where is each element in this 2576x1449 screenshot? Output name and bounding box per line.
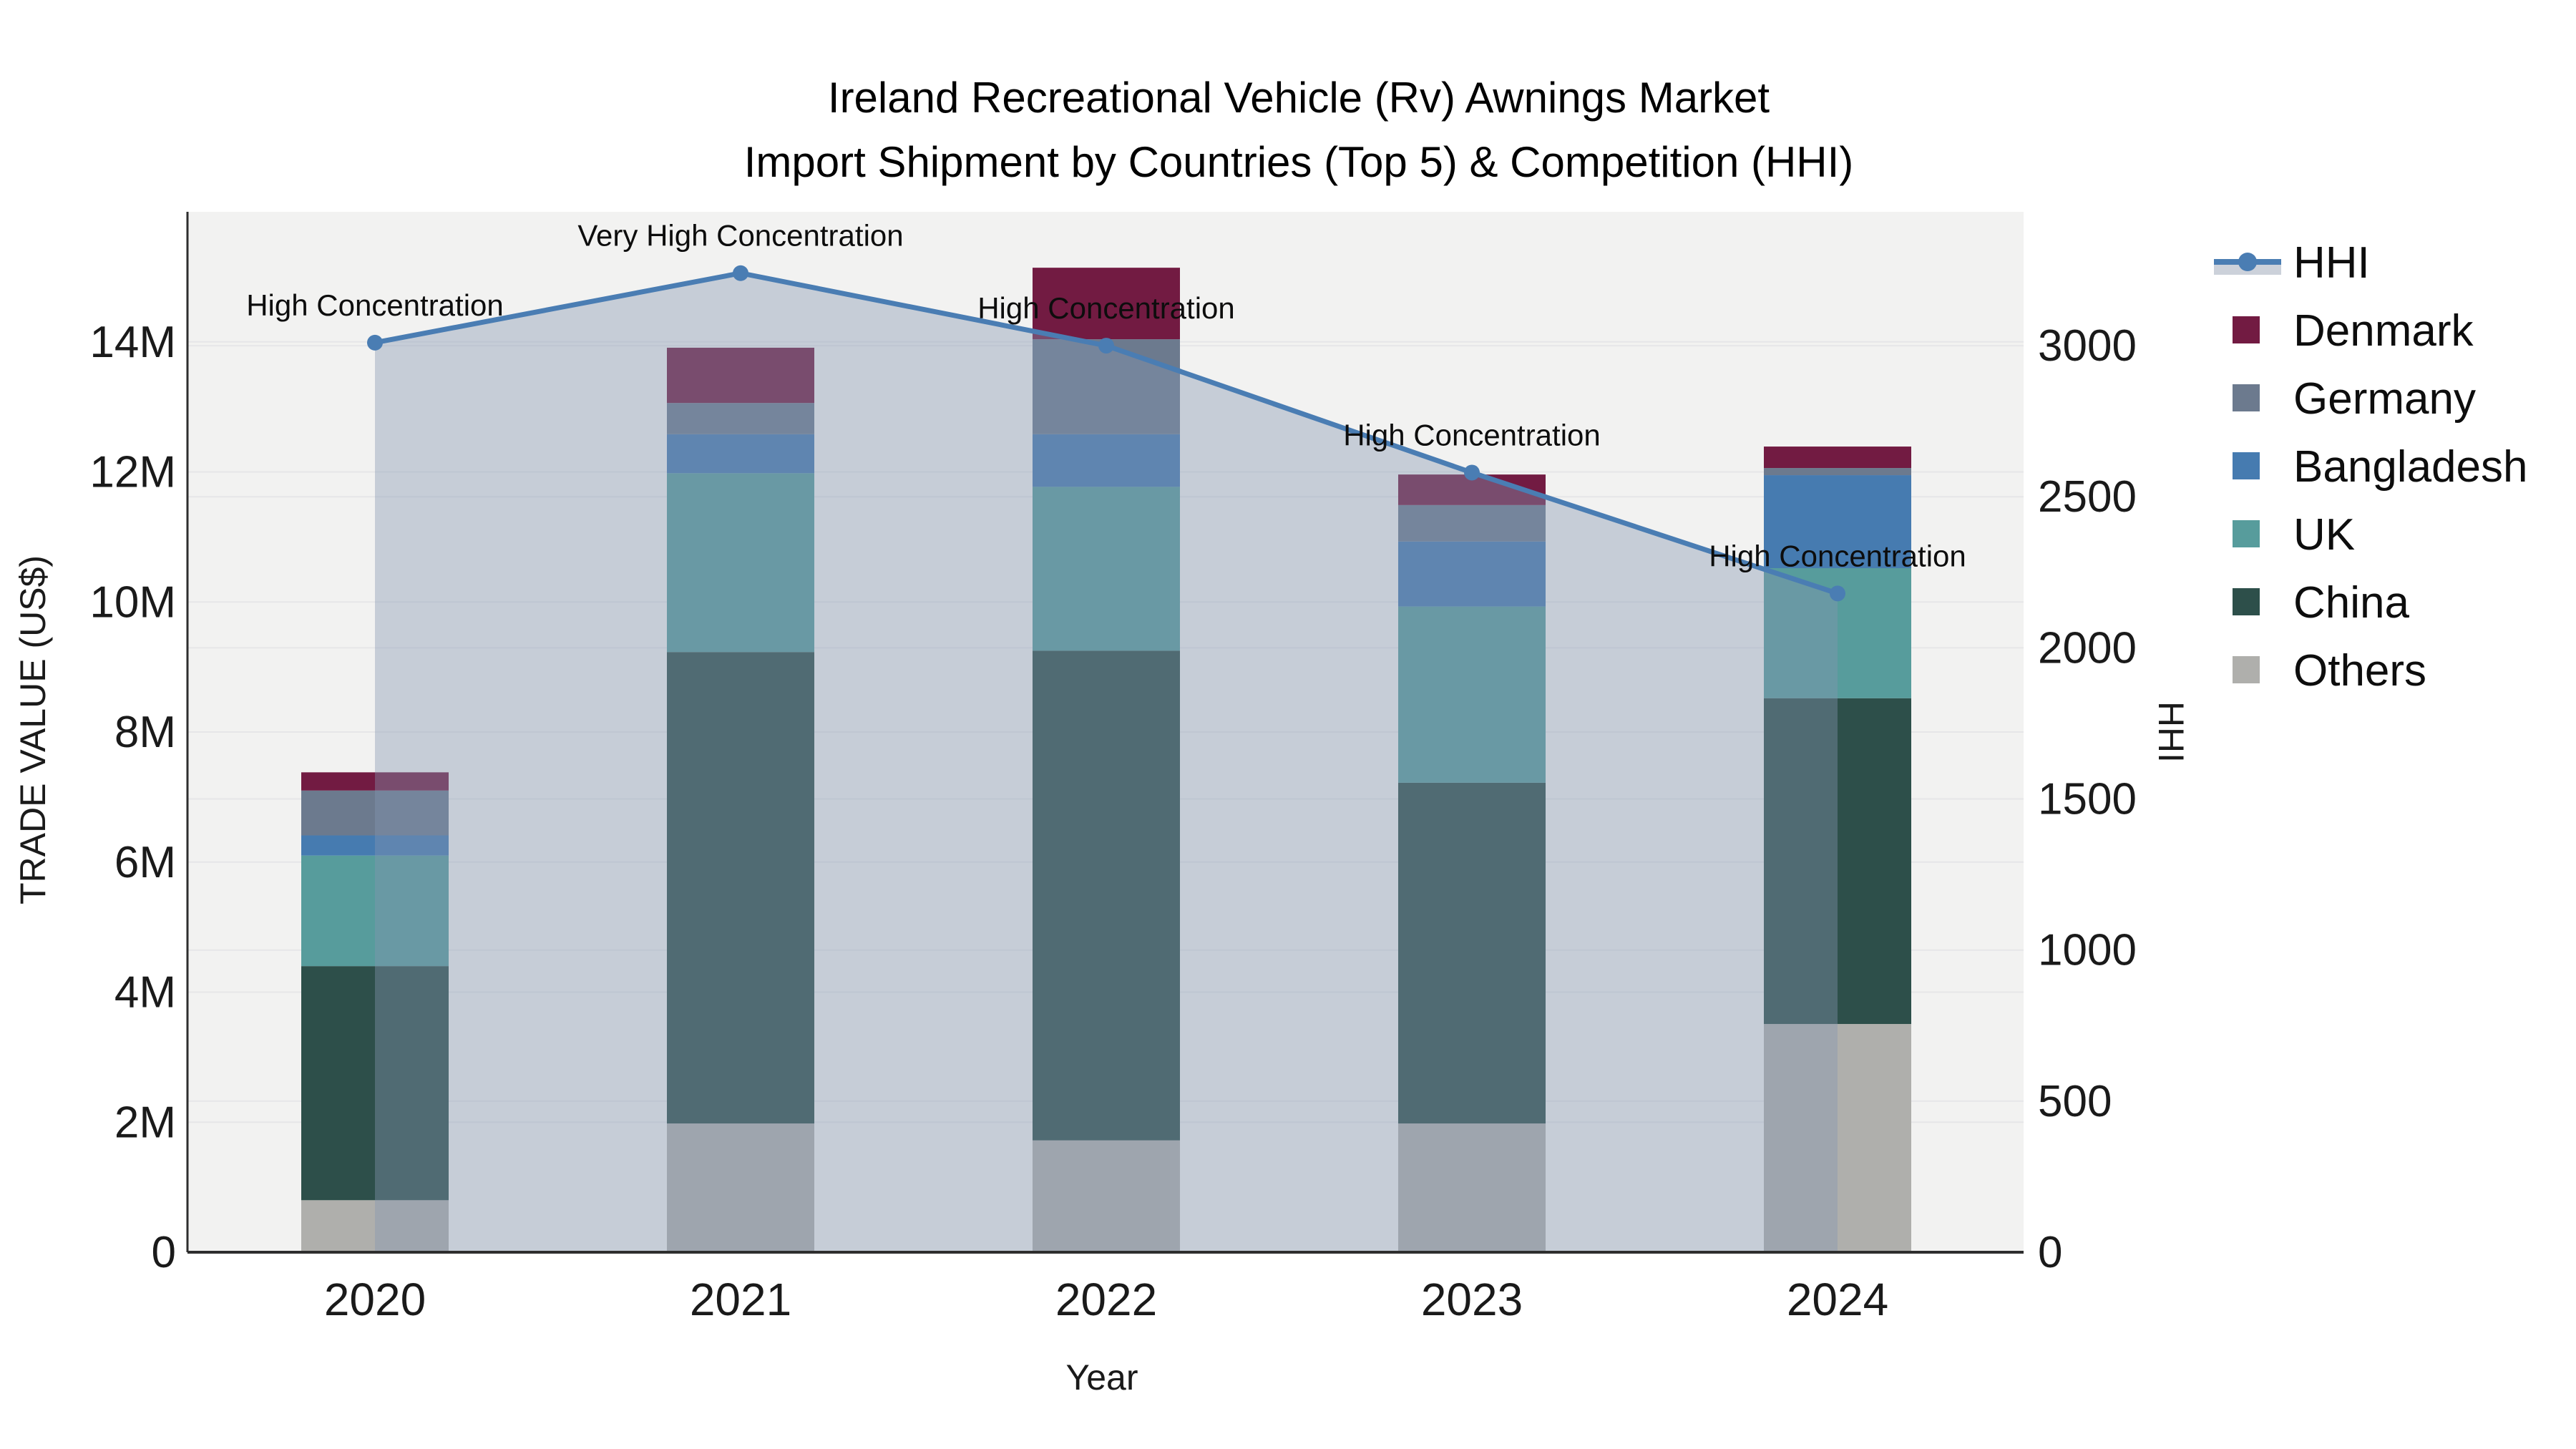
y-left-tick-12M: 12M (89, 448, 176, 497)
x-axis-title: Year (1065, 1357, 1138, 1397)
y-left-tick-14M: 14M (89, 318, 176, 367)
legend-swatch-bangladesh (2233, 452, 2260, 479)
annotation-2022: High Concentration (977, 291, 1235, 325)
bar-segment-others-2024 (1764, 1024, 1911, 1252)
x-tick-2024: 2024 (1787, 1274, 1888, 1325)
y-right-tick-2000: 2000 (2038, 623, 2137, 673)
hhi-marker-2022 (1098, 338, 1114, 354)
legend-label-china: China (2293, 578, 2410, 628)
bar-segment-others-2021 (667, 1123, 814, 1252)
y-left-tick-10M: 10M (89, 577, 176, 627)
bar-segment-uk-2022 (1033, 487, 1180, 651)
bar-segment-germany-2024 (1764, 468, 1911, 476)
annotation-2024: High Concentration (1709, 539, 1966, 572)
y-axis-right-title: HHI (2151, 701, 2191, 763)
y-left-tick-0: 0 (152, 1228, 176, 1277)
hhi-area-fill (375, 273, 1838, 1252)
bar-segment-denmark-2022 (1033, 268, 1180, 340)
hhi-marker-2021 (733, 265, 748, 281)
bar-segment-bangladesh-2023 (1398, 541, 1546, 607)
bar-segment-bangladesh-2021 (667, 434, 814, 474)
y-left-tick-2M: 2M (114, 1098, 176, 1147)
x-tick-2021: 2021 (690, 1274, 791, 1325)
bar-segment-others-2023 (1398, 1123, 1546, 1252)
legend-label-bangladesh: Bangladesh (2293, 442, 2528, 492)
legend-label-uk: UK (2293, 510, 2355, 560)
bar-segment-germany-2020 (301, 790, 449, 836)
hhi-marker-2024 (1830, 585, 1845, 602)
legend-hhi-marker-sample (2238, 253, 2257, 271)
annotation-2020: High Concentration (246, 288, 504, 322)
bar-segment-china-2021 (667, 652, 814, 1124)
legend-label-denmark: Denmark (2293, 306, 2474, 356)
bar-segment-uk-2021 (667, 473, 814, 653)
bar-segment-germany-2021 (667, 403, 814, 434)
x-tick-2022: 2022 (1055, 1274, 1157, 1325)
bar-segment-uk-2020 (301, 855, 449, 967)
bar-segment-china-2022 (1033, 650, 1180, 1141)
y-right-tick-0: 0 (2038, 1228, 2062, 1277)
hhi-marker-2020 (367, 334, 383, 351)
annotation-2023: High Concentration (1343, 418, 1601, 452)
y-axis-left-title: TRADE VALUE (US$) (13, 555, 53, 905)
legend-label-others: Others (2293, 646, 2426, 696)
bar-segment-denmark-2021 (667, 347, 814, 404)
bar-segment-uk-2023 (1398, 606, 1546, 783)
y-right-tick-2500: 2500 (2038, 472, 2137, 522)
y-right-tick-1000: 1000 (2038, 926, 2137, 975)
legend-swatch-china (2233, 588, 2260, 615)
x-tick-2020: 2020 (324, 1274, 426, 1325)
bar-segment-germany-2023 (1398, 504, 1546, 542)
legend-swatch-germany (2233, 384, 2260, 411)
y-right-tick-1500: 1500 (2038, 775, 2137, 824)
bar-segment-china-2020 (301, 966, 449, 1201)
chart-title-line1: Ireland Recreational Vehicle (Rv) Awning… (827, 74, 1770, 122)
chart-title: Ireland Recreational Vehicle (Rv) Awning… (744, 66, 1854, 195)
legend-label-hhi: HHI (2293, 238, 2370, 288)
bar-segment-china-2024 (1764, 698, 1911, 1025)
bar-segment-denmark-2024 (1764, 447, 1911, 469)
chart-title-line2: Import Shipment by Countries (Top 5) & C… (743, 138, 1854, 186)
bar-segment-germany-2022 (1033, 339, 1180, 434)
legend-swatch-others (2233, 656, 2260, 683)
y-left-tick-8M: 8M (114, 708, 176, 757)
y-right-tick-3000: 3000 (2038, 321, 2137, 371)
legend-label-germany: Germany (2293, 374, 2476, 424)
y-right-tick-500: 500 (2038, 1077, 2112, 1126)
bar-segment-denmark-2020 (301, 772, 449, 791)
y-left-tick-6M: 6M (114, 838, 176, 887)
bar-segment-china-2023 (1398, 782, 1546, 1124)
y-left-tick-4M: 4M (114, 968, 176, 1018)
bar-segment-bangladesh-2020 (301, 835, 449, 856)
bar-segment-bangladesh-2022 (1033, 434, 1180, 487)
annotation-2021: Very High Concentration (577, 219, 903, 253)
bar-segment-others-2020 (301, 1200, 449, 1252)
legend-swatch-denmark (2233, 316, 2260, 343)
bar-segment-others-2022 (1033, 1140, 1180, 1252)
bar-segment-bangladesh-2024 (1764, 475, 1911, 568)
legend-swatch-uk (2233, 520, 2260, 547)
x-tick-2023: 2023 (1421, 1274, 1523, 1325)
hhi-marker-2023 (1464, 464, 1480, 481)
